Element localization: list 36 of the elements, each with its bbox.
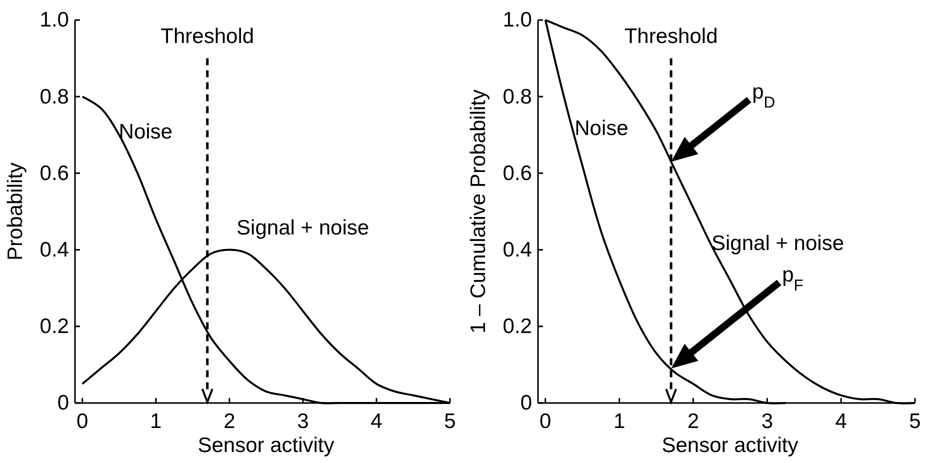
y-tick-label: 0.6 <box>40 162 69 185</box>
y-tick-label: 0.2 <box>502 315 532 338</box>
y-axis-title: Probability <box>4 162 27 261</box>
x-tick-label: 3 <box>297 410 309 433</box>
x-axis-title: Sensor activity <box>662 434 799 457</box>
series-label: Noise <box>574 116 628 140</box>
annotation: p$_{F}$ <box>782 264 804 294</box>
y-tick-label: 0 <box>57 392 69 415</box>
ref-line-label: Threshold <box>160 25 254 48</box>
x-tick-label: 0 <box>76 410 88 433</box>
y-tick-label: 0.8 <box>40 85 69 108</box>
x-tick-label: 5 <box>909 410 921 433</box>
annotation: p$_{D}$ <box>752 80 776 112</box>
x-tick-label: 1 <box>613 410 626 433</box>
series-label: Signal + noise <box>712 232 844 255</box>
series-label: Signal + noise <box>236 216 370 240</box>
y-axis-title: 1 – Cumulative Probability <box>467 89 490 334</box>
x-tick-label: 4 <box>835 410 848 433</box>
x-tick-label: 0 <box>540 410 552 433</box>
series-label: Noise <box>118 120 173 144</box>
x-tick-label: 5 <box>444 410 456 433</box>
x-tick-label: 2 <box>224 410 236 433</box>
x-tick-label: 2 <box>687 410 700 433</box>
y-tick-label: 1.0 <box>502 8 532 32</box>
x-tick-label: 4 <box>370 410 383 433</box>
y-tick-label: 0.6 <box>502 162 532 185</box>
y-tick-label: 0.8 <box>502 85 532 108</box>
y-tick-label: 1.0 <box>40 8 69 32</box>
y-tick-label: 0.2 <box>40 315 69 338</box>
x-tick-label: 3 <box>761 410 773 433</box>
x-axis-title: Sensor activity <box>198 434 335 457</box>
x-tick-label: 1 <box>150 410 162 433</box>
y-tick-label: 0.4 <box>502 238 532 262</box>
y-tick-label: 0.4 <box>40 238 70 262</box>
y-tick-label: 0 <box>520 392 532 415</box>
ref-line-label: Threshold <box>624 25 718 48</box>
